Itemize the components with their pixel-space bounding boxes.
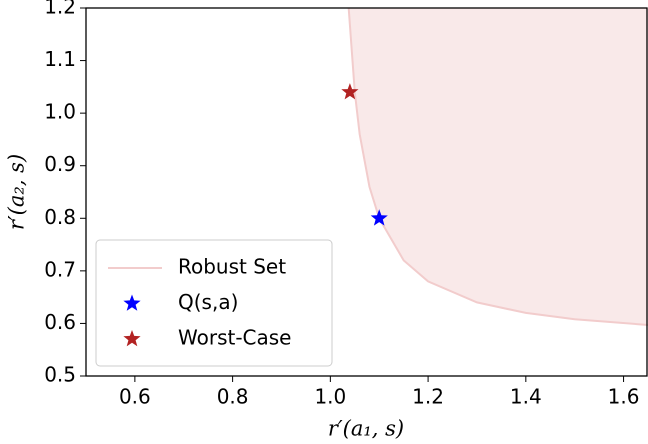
x-tick-label: 0.8 xyxy=(217,385,249,409)
x-tick-label: 0.6 xyxy=(119,385,151,409)
y-axis-label: r′(a₂, s) xyxy=(5,154,29,230)
star-marker xyxy=(341,83,359,100)
y-tick-label: 1.0 xyxy=(44,100,76,124)
x-axis-label: r′(a₁, s) xyxy=(328,417,404,441)
x-tick-label: 1.6 xyxy=(608,385,640,409)
legend-box xyxy=(95,239,333,367)
plot-area xyxy=(347,8,648,327)
legend-label: Worst-Case xyxy=(178,326,292,350)
x-tick-label: 1.0 xyxy=(314,385,346,409)
y-tick-label: 0.8 xyxy=(44,205,76,229)
y-tick-label: 0.6 xyxy=(44,310,76,334)
star-marker xyxy=(370,209,388,226)
legend-label: Q(s,a) xyxy=(178,290,238,314)
y-tick-label: 1.1 xyxy=(44,47,76,71)
x-tick-label: 1.2 xyxy=(412,385,444,409)
robust-set-edge xyxy=(347,8,648,327)
legend-swatch xyxy=(123,330,141,347)
robust-set-fill xyxy=(348,8,648,326)
legend-swatch xyxy=(123,294,141,311)
axes-frame xyxy=(85,7,648,377)
y-tick-label: 1.2 xyxy=(44,0,76,19)
legend-label: Robust Set xyxy=(178,255,286,279)
y-tick-label: 0.5 xyxy=(44,363,76,387)
y-tick-label: 0.9 xyxy=(44,152,76,176)
y-tick-label: 0.7 xyxy=(44,257,76,281)
x-tick-label: 1.4 xyxy=(510,385,542,409)
